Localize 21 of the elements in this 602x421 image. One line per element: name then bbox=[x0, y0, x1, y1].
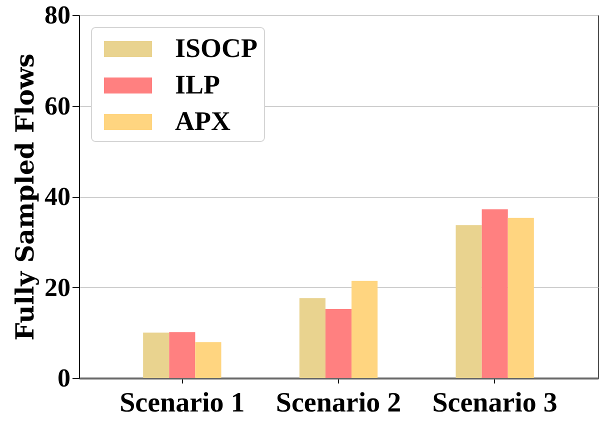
bar bbox=[508, 218, 534, 378]
bar bbox=[352, 280, 378, 378]
legend-label: APX bbox=[175, 106, 231, 136]
legend-label: ILP bbox=[175, 70, 220, 100]
legend-label: ISOCP bbox=[175, 33, 258, 63]
x-tick-label: Scenario 3 bbox=[432, 388, 558, 418]
y-tick-label: 20 bbox=[44, 272, 70, 302]
bar bbox=[299, 298, 326, 378]
y-axis-title: Fully Sampled Flows bbox=[10, 54, 40, 340]
y-tick-label: 60 bbox=[44, 91, 70, 120]
x-tick-label: Scenario 2 bbox=[276, 388, 402, 418]
y-tick-label: 80 bbox=[44, 0, 70, 30]
bar bbox=[456, 225, 482, 378]
y-tick-label: 0 bbox=[58, 364, 70, 392]
x-tick-label: Scenario 1 bbox=[120, 388, 245, 418]
bar bbox=[482, 209, 508, 378]
y-tick-label: 40 bbox=[44, 182, 70, 211]
bar bbox=[169, 332, 196, 378]
bar bbox=[325, 309, 352, 378]
bar bbox=[143, 332, 170, 378]
bar bbox=[195, 342, 222, 378]
